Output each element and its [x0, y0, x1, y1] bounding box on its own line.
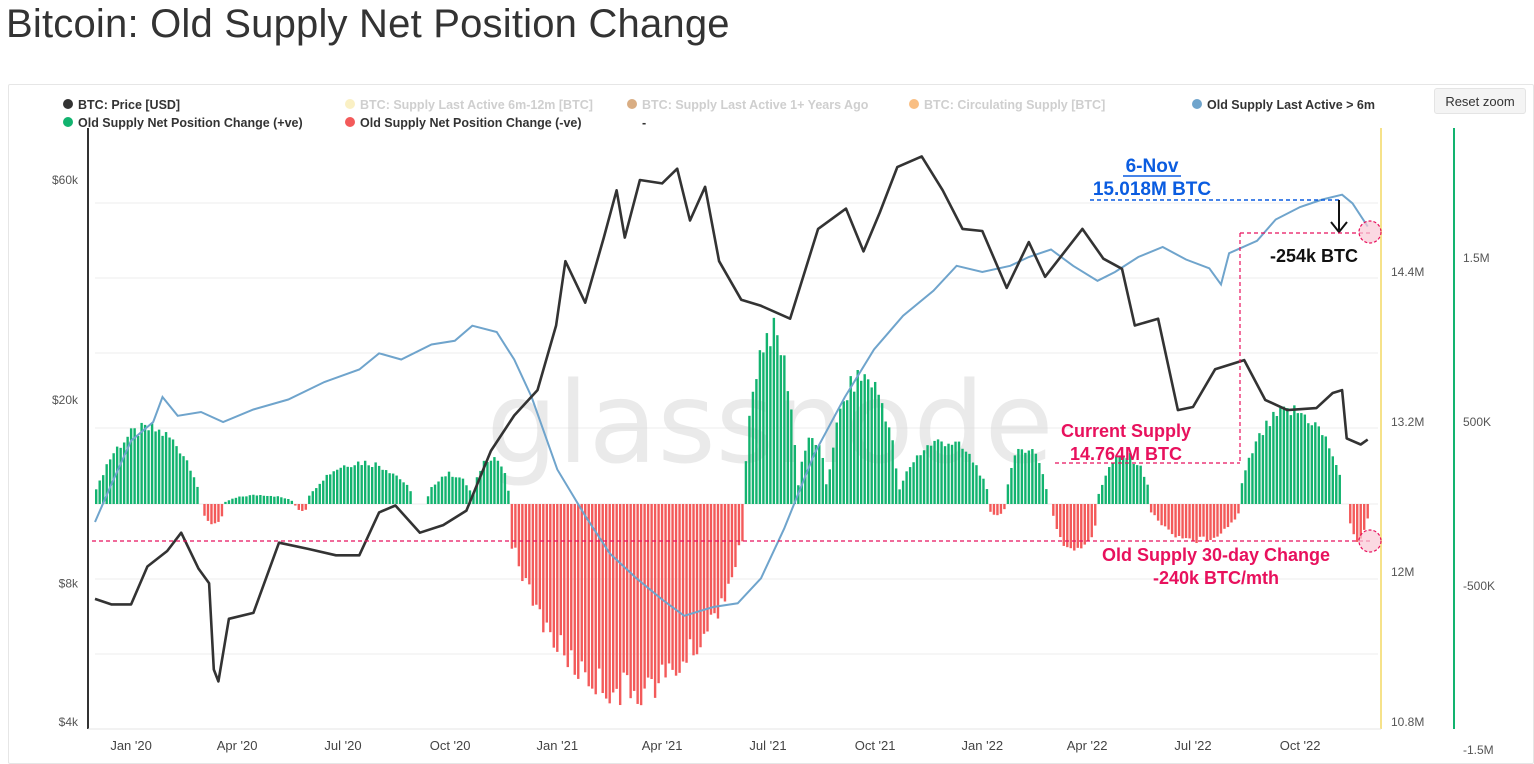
legend-item-circulating[interactable]: BTC: Circulating Supply [BTC]	[909, 98, 1105, 112]
legend-label-price: BTC: Price [USD]	[78, 98, 180, 112]
legend-item-positive[interactable]: Old Supply Net Position Change (+ve)	[63, 116, 303, 130]
legend-item-negative[interactable]: Old Supply Net Position Change (-ve)	[345, 116, 582, 130]
legend-dot-supply-6m-12m	[345, 99, 355, 109]
legend-label-dash: -	[642, 116, 646, 130]
legend-dot-old-supply	[1192, 99, 1202, 109]
legend-item-supply-6m-12m[interactable]: BTC: Supply Last Active 6m-12m [BTC]	[345, 98, 593, 112]
legend-item-price[interactable]: BTC: Price [USD]	[63, 98, 180, 112]
legend-item-old-supply[interactable]: Old Supply Last Active > 6m	[1192, 98, 1375, 112]
legend-dot-positive	[63, 117, 73, 127]
legend-label-supply-1y: BTC: Supply Last Active 1+ Years Ago	[642, 98, 869, 112]
legend-item-supply-1y[interactable]: BTC: Supply Last Active 1+ Years Ago	[627, 98, 869, 112]
legend-label-positive: Old Supply Net Position Change (+ve)	[78, 116, 303, 130]
legend-label-supply-6m-12m: BTC: Supply Last Active 6m-12m [BTC]	[360, 98, 593, 112]
legend-dot-circulating	[909, 99, 919, 109]
page-title: Bitcoin: Old Supply Net Position Change	[6, 2, 730, 46]
legend-label-old-supply: Old Supply Last Active > 6m	[1207, 98, 1375, 112]
legend-label-negative: Old Supply Net Position Change (-ve)	[360, 116, 582, 130]
legend-dot-supply-1y	[627, 99, 637, 109]
chart-panel	[8, 84, 1534, 764]
legend-dot-negative	[345, 117, 355, 127]
legend-item-dash[interactable]: -	[642, 116, 646, 130]
legend: BTC: Price [USD] BTC: Supply Last Active…	[63, 98, 1375, 130]
legend-label-circulating: BTC: Circulating Supply [BTC]	[924, 98, 1105, 112]
legend-dot-price	[63, 99, 73, 109]
reset-zoom-button[interactable]: Reset zoom	[1434, 88, 1526, 114]
